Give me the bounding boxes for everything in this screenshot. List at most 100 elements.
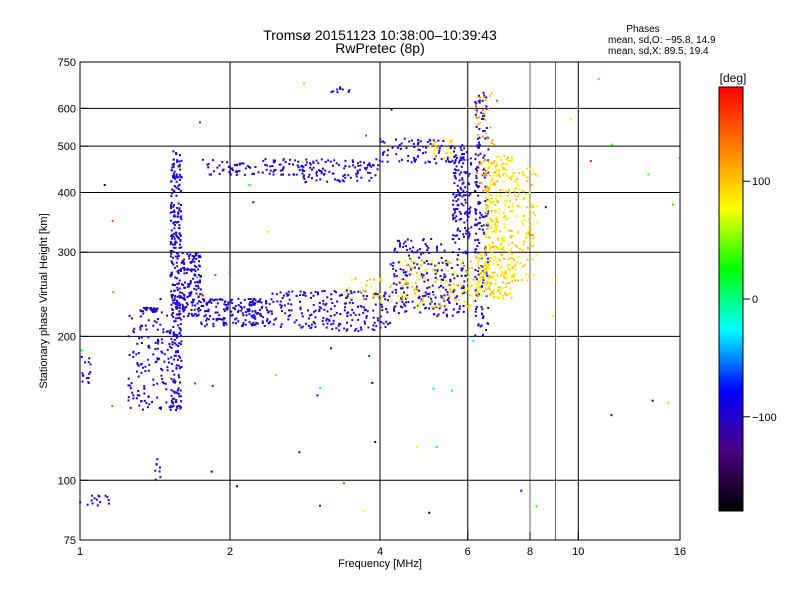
data-point xyxy=(175,176,178,179)
data-point xyxy=(376,168,379,171)
data-point xyxy=(298,324,301,327)
data-point xyxy=(349,314,352,317)
data-point xyxy=(106,496,109,499)
data-point xyxy=(425,245,428,247)
data-point xyxy=(345,302,347,305)
data-point xyxy=(374,441,377,443)
data-point xyxy=(195,284,197,287)
data-point xyxy=(455,220,458,223)
data-point xyxy=(266,164,268,167)
data-point xyxy=(460,171,463,174)
data-point xyxy=(410,258,413,261)
data-point xyxy=(536,254,539,257)
data-point xyxy=(508,177,511,180)
data-point xyxy=(354,329,356,332)
data-point xyxy=(177,351,179,354)
data-point xyxy=(395,283,398,286)
data-point xyxy=(488,199,491,202)
data-point xyxy=(259,300,261,303)
data-point xyxy=(177,324,180,327)
data-point xyxy=(177,220,180,223)
data-point xyxy=(477,323,480,326)
data-point xyxy=(455,200,458,203)
data-point xyxy=(363,161,365,164)
data-point xyxy=(256,301,259,304)
data-point xyxy=(266,311,269,314)
data-point xyxy=(181,296,184,299)
data-point xyxy=(390,300,393,303)
data-point xyxy=(139,326,142,329)
data-point xyxy=(142,310,144,313)
data-point xyxy=(206,309,208,312)
data-point xyxy=(336,88,339,91)
data-point xyxy=(305,158,308,161)
data-point xyxy=(503,223,506,226)
data-point xyxy=(180,261,183,264)
data-point xyxy=(174,231,177,234)
data-point xyxy=(152,383,155,386)
data-point xyxy=(514,279,517,282)
data-point xyxy=(189,253,192,256)
data-point xyxy=(172,215,175,218)
data-point xyxy=(314,316,317,319)
data-point xyxy=(460,153,463,156)
data-point xyxy=(176,350,179,352)
data-point xyxy=(175,302,178,305)
data-point xyxy=(474,310,477,313)
data-point xyxy=(423,280,426,283)
data-point xyxy=(222,317,225,320)
data-point xyxy=(287,318,290,321)
data-point xyxy=(348,292,351,294)
data-point xyxy=(459,192,462,195)
data-point xyxy=(297,160,300,163)
data-point xyxy=(231,313,234,316)
data-point xyxy=(512,276,515,279)
data-point xyxy=(176,313,178,316)
data-point xyxy=(166,348,169,351)
data-point xyxy=(282,294,285,297)
data-point xyxy=(253,298,256,301)
data-point xyxy=(508,281,510,284)
data-point xyxy=(156,396,159,399)
data-point xyxy=(459,230,462,233)
data-point xyxy=(177,236,180,239)
data-point xyxy=(456,204,459,207)
data-point xyxy=(355,173,358,176)
data-point xyxy=(153,320,156,323)
data-point xyxy=(355,328,358,331)
data-point xyxy=(509,175,512,178)
data-point xyxy=(175,180,178,183)
data-point xyxy=(480,305,483,308)
data-point xyxy=(514,264,517,267)
data-point xyxy=(496,274,499,277)
data-point xyxy=(219,318,222,320)
data-point xyxy=(477,123,480,126)
data-point xyxy=(329,160,332,163)
data-point xyxy=(462,287,465,289)
data-point xyxy=(173,338,176,341)
data-point xyxy=(458,307,461,310)
data-point xyxy=(511,280,514,283)
data-point xyxy=(406,294,409,297)
data-point xyxy=(413,157,415,159)
data-point xyxy=(418,289,421,292)
data-point xyxy=(410,268,412,271)
data-point xyxy=(486,280,489,283)
data-point xyxy=(339,86,342,89)
data-point xyxy=(250,322,253,325)
data-point xyxy=(156,357,159,360)
data-point xyxy=(401,287,404,290)
data-point xyxy=(301,169,304,172)
data-point xyxy=(170,229,173,232)
data-point xyxy=(174,241,177,244)
data-point xyxy=(491,220,494,223)
data-point xyxy=(507,293,510,296)
data-point xyxy=(475,212,477,215)
data-point xyxy=(392,308,395,311)
data-point xyxy=(651,399,654,402)
data-point xyxy=(154,478,157,481)
data-point xyxy=(81,380,84,383)
data-point xyxy=(443,294,446,297)
data-point xyxy=(342,482,345,485)
